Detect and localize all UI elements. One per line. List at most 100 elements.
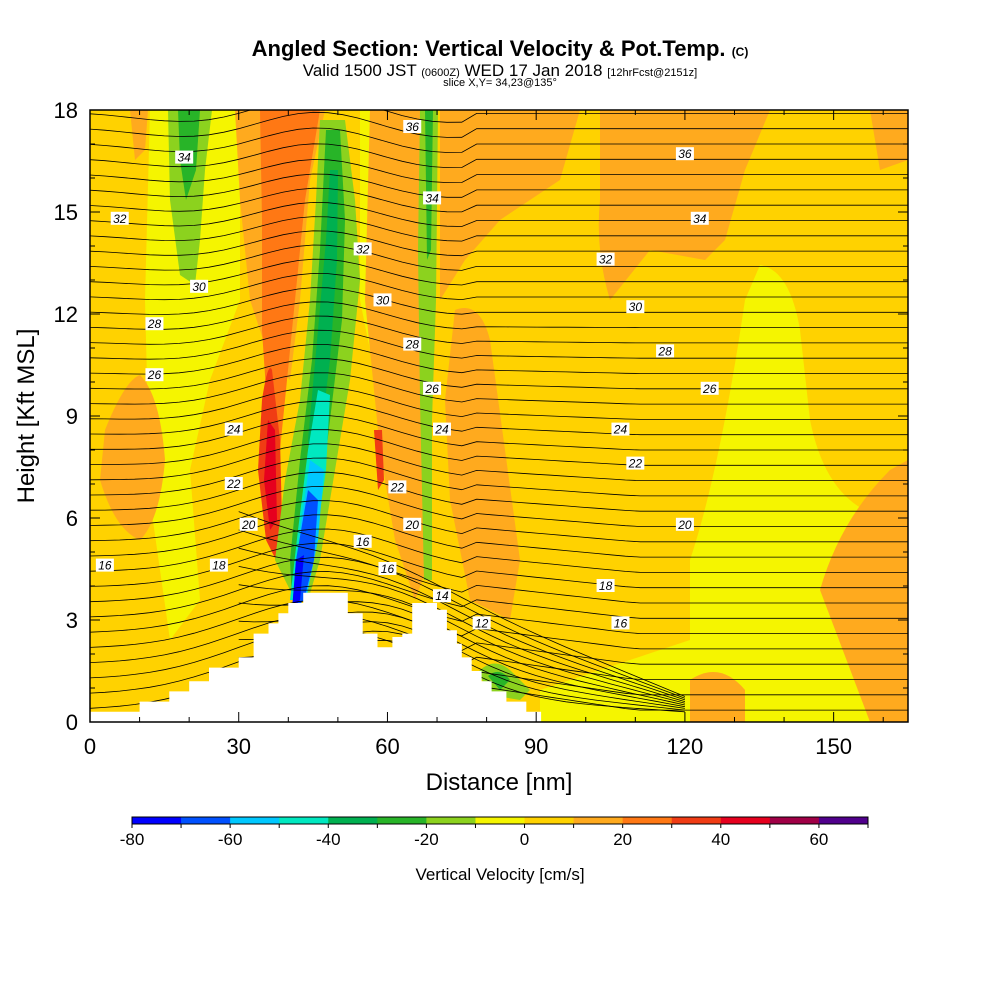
colorbar-swatch bbox=[279, 817, 329, 824]
contour-label: 34 bbox=[178, 151, 192, 165]
contour-label-box bbox=[378, 562, 397, 575]
colorbar-tick-label: -60 bbox=[218, 830, 243, 849]
theta-contour-line bbox=[238, 566, 686, 702]
contour-label-box bbox=[675, 517, 694, 531]
y-tick-label: 3 bbox=[66, 608, 78, 633]
x-tick-label: 150 bbox=[815, 734, 852, 759]
field-updraft-far-east bbox=[820, 460, 908, 722]
contour-label: 30 bbox=[192, 280, 206, 294]
y-tick-label: 18 bbox=[54, 98, 78, 123]
colorbar-swatch bbox=[573, 817, 624, 824]
theta-contour-line bbox=[90, 315, 908, 345]
contour-label: 34 bbox=[425, 191, 439, 205]
theta-contour-line bbox=[90, 372, 908, 405]
field-downdraft-narrow-core bbox=[425, 110, 433, 260]
y-tick-label: 0 bbox=[66, 710, 78, 735]
theta-contour-line bbox=[90, 187, 908, 213]
contour-label-box bbox=[432, 422, 451, 436]
y-tick-label: 9 bbox=[66, 404, 78, 429]
colorbar-tick-label: 40 bbox=[711, 830, 730, 849]
theta-contour-line bbox=[238, 529, 686, 699]
contour-label: 36 bbox=[678, 147, 692, 161]
contour-label: 16 bbox=[614, 616, 628, 630]
theta-contour-line bbox=[90, 301, 908, 330]
theta-contour-line bbox=[90, 642, 908, 696]
y-tick-labels: 0 3 6 9 12 15 18 bbox=[54, 98, 78, 735]
theta-contour-line bbox=[90, 173, 908, 198]
y-tick-label: 15 bbox=[54, 200, 78, 225]
y-axis-label: Height [Kft MSL] bbox=[13, 329, 40, 504]
contour-label-box bbox=[95, 558, 114, 572]
colorbar-tick-label: -80 bbox=[120, 830, 145, 849]
theta-contour-line bbox=[90, 258, 908, 286]
colorbar-label: Vertical Velocity [cm/s] bbox=[415, 865, 584, 884]
contour-label: 28 bbox=[147, 317, 162, 331]
colorbar-swatch bbox=[377, 817, 427, 824]
theta-contour-line bbox=[90, 471, 908, 512]
field-updraft-top-far-east bbox=[870, 110, 908, 170]
contour-label: 22 bbox=[628, 457, 643, 471]
contour-label-box bbox=[175, 150, 194, 164]
contour-label-box bbox=[423, 381, 442, 395]
field-updraft-east bbox=[445, 308, 520, 620]
colorbar-tick-label: -20 bbox=[414, 830, 439, 849]
colorbar-tick-label: -40 bbox=[316, 830, 341, 849]
terrain-mask bbox=[90, 592, 542, 722]
theta-contour-line bbox=[90, 159, 908, 184]
contour-label-box bbox=[353, 534, 372, 548]
contour-label: 14 bbox=[435, 589, 449, 603]
theta-contour-line bbox=[90, 287, 908, 315]
theta-contour-line bbox=[90, 627, 908, 680]
chart-slice-info: slice X,Y= 34,23@135° bbox=[443, 77, 557, 89]
contour-label: 20 bbox=[677, 518, 692, 532]
contour-label-box bbox=[403, 337, 422, 351]
contour-label-box bbox=[432, 589, 451, 603]
field-updraft-core-outer bbox=[260, 110, 320, 470]
contour-label-box bbox=[690, 211, 709, 225]
contour-label: 20 bbox=[241, 518, 256, 532]
theta-contour-line bbox=[90, 514, 908, 558]
contour-label-box bbox=[239, 517, 258, 531]
x-tick-label: 0 bbox=[84, 734, 96, 759]
colorbar-border bbox=[131, 816, 869, 825]
contour-label: 26 bbox=[424, 382, 439, 396]
x-tick-label: 120 bbox=[667, 734, 704, 759]
contour-label-box bbox=[145, 368, 164, 382]
theta-contour-line bbox=[90, 329, 908, 360]
colorbar-swatch bbox=[622, 817, 673, 824]
theta-contour-line bbox=[90, 143, 908, 169]
contour-label: 16 bbox=[98, 559, 112, 573]
theta-contour-line bbox=[238, 511, 686, 697]
colorbar-swatch bbox=[230, 817, 280, 824]
contour-label: 30 bbox=[629, 300, 643, 314]
contour-label: 16 bbox=[381, 562, 395, 576]
contour-label: 18 bbox=[599, 579, 613, 593]
theta-contour-line bbox=[90, 386, 908, 420]
y-tick-label: 12 bbox=[54, 302, 78, 327]
theta-contour-line bbox=[90, 343, 908, 375]
colorbar-swatch bbox=[720, 817, 771, 824]
axis-ticks bbox=[89, 109, 908, 723]
contour-label-box bbox=[224, 422, 243, 436]
field-weak-lift-west bbox=[145, 110, 240, 640]
contour-label-box bbox=[224, 477, 243, 490]
theta-contours bbox=[90, 110, 908, 713]
contour-label-box bbox=[611, 422, 630, 436]
colorbar-tick-label: 0 bbox=[520, 830, 529, 849]
colorbar-swatch bbox=[426, 817, 476, 824]
theta-contour-line bbox=[90, 400, 908, 436]
field-updraft-west-low bbox=[100, 375, 165, 540]
plot-area: 36 36 34 34 34 32 32 32 30 30 30 28 28 28 26 26 26 24 24 24… bbox=[90, 110, 908, 722]
contour-label: 28 bbox=[405, 338, 420, 352]
colorbar-tick-label: 60 bbox=[809, 830, 828, 849]
x-tick-labels: 0 30 60 90 120 150 bbox=[84, 734, 852, 759]
theta-contour-line bbox=[90, 556, 908, 604]
contour-label: 30 bbox=[376, 293, 390, 307]
contour-label-box bbox=[656, 344, 675, 358]
colorbar-swatch bbox=[328, 817, 378, 824]
contour-label-box bbox=[700, 381, 719, 395]
colorbar-swatch bbox=[475, 817, 526, 824]
contour-label-box bbox=[110, 211, 129, 225]
theta-contour-line bbox=[90, 429, 908, 466]
